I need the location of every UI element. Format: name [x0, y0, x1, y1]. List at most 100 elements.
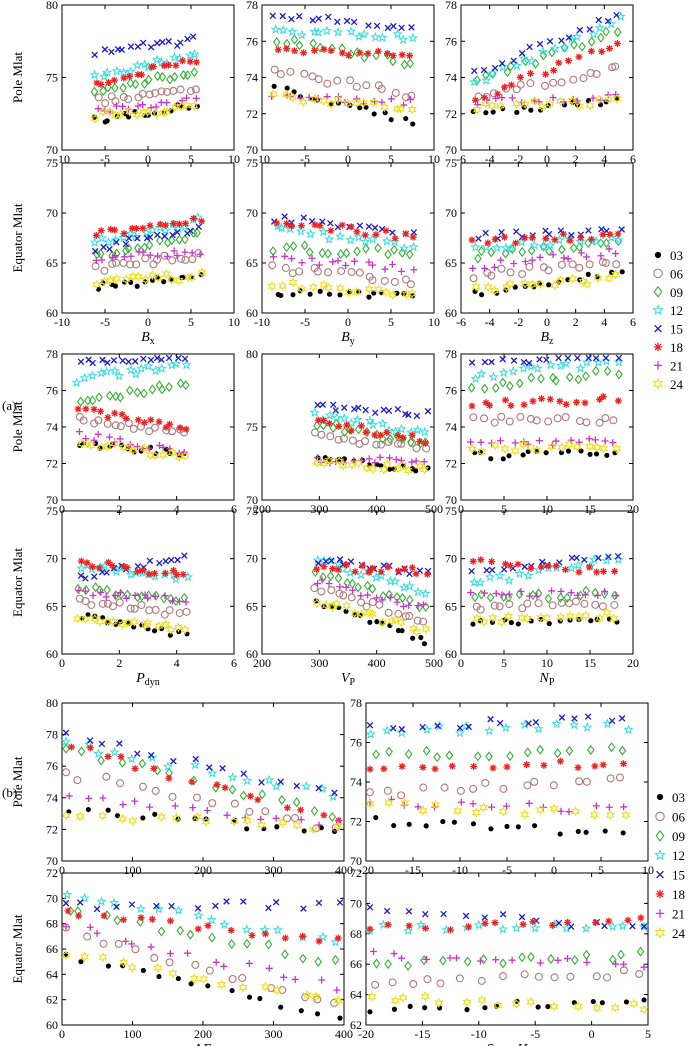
- point-hexagram-24: [488, 612, 498, 623]
- point-x-15: [565, 34, 573, 41]
- y-tick-label: 70: [350, 854, 362, 868]
- x-tick-label: 300: [310, 656, 328, 670]
- point-diamond-09: [281, 949, 289, 960]
- point-asterisk-18: [274, 46, 282, 54]
- x-tick-label: -5: [300, 315, 310, 329]
- point-plus-21: [609, 439, 617, 447]
- point-circle-06: [355, 268, 364, 277]
- point-asterisk-18: [369, 564, 377, 572]
- point-diamond-09: [123, 589, 132, 600]
- point-star-12: [389, 576, 401, 586]
- point-diamond-09: [636, 946, 645, 957]
- data-points: [309, 401, 432, 476]
- point-x-15: [481, 914, 489, 921]
- point-hexagram-24: [86, 440, 96, 451]
- point-hexagram-24: [505, 278, 515, 289]
- point-plus-21: [180, 448, 188, 456]
- point-x-15: [113, 903, 120, 911]
- point-diamond-09: [342, 248, 351, 259]
- point-circle-06: [168, 427, 177, 436]
- point-x-15: [184, 35, 191, 43]
- point-asterisk-18: [448, 762, 456, 770]
- point-x-15: [532, 718, 540, 726]
- point-plus-21: [334, 257, 342, 265]
- point-dot-03: [578, 448, 584, 454]
- point-hexagram-24: [396, 103, 406, 115]
- point-x-15: [365, 22, 372, 29]
- point-x-15: [613, 11, 620, 19]
- point-x-15: [573, 554, 580, 562]
- point-hexagram-24: [595, 612, 605, 624]
- point-circle-06: [372, 440, 381, 449]
- point-asterisk-18: [149, 63, 157, 71]
- point-x-15: [525, 359, 533, 367]
- point-diamond-09: [131, 79, 140, 90]
- point-hexagram-24: [421, 623, 431, 635]
- point-plus-21: [364, 591, 372, 599]
- point-circle-06: [94, 416, 103, 425]
- point-asterisk-18: [358, 422, 365, 430]
- point-hexagram-24: [407, 288, 417, 299]
- x-tick-label: -15: [414, 1027, 430, 1041]
- point-diamond-09: [74, 583, 82, 594]
- point-diamond-09: [615, 369, 623, 380]
- point-plus-21: [93, 929, 101, 937]
- point-hexagram-24: [181, 99, 191, 111]
- point-diamond-09: [176, 925, 185, 936]
- point-dot-03: [363, 104, 369, 110]
- x-tick-label: -6: [456, 152, 466, 166]
- point-x-15: [499, 355, 507, 363]
- point-x-15: [293, 782, 301, 790]
- point-star-12: [375, 570, 387, 581]
- point-star-12: [419, 426, 430, 437]
- point-asterisk-18: [599, 231, 607, 239]
- point-star-12: [242, 775, 253, 786]
- point-plus-21: [75, 586, 83, 594]
- x-tick-label: 2: [573, 315, 579, 329]
- point-plus-21: [535, 98, 543, 106]
- point-circle-06: [499, 784, 508, 793]
- point-diamond-09: [167, 235, 176, 246]
- point-hexagram-24: [472, 613, 482, 624]
- point-circle-06: [397, 791, 406, 800]
- point-star-12: [328, 791, 339, 802]
- point-star-12: [295, 225, 307, 236]
- point-plus-21: [196, 250, 204, 258]
- point-diamond-09: [477, 589, 486, 600]
- point-circle-06: [270, 65, 279, 74]
- point-plus-21: [365, 258, 373, 266]
- point-asterisk-18: [620, 760, 627, 768]
- point-circle-06: [141, 254, 150, 263]
- point-diamond-09: [95, 392, 103, 403]
- point-diamond-09: [565, 372, 574, 383]
- point-plus-21: [189, 804, 197, 812]
- legend-label-03: 03: [672, 790, 685, 805]
- point-plus-21: [288, 255, 296, 263]
- point-hexagram-24: [128, 445, 138, 456]
- point-plus-21: [517, 588, 525, 595]
- y-tick-label: 70: [445, 493, 457, 507]
- point-diamond-09: [537, 373, 545, 384]
- point-dot-03: [336, 456, 342, 462]
- point-asterisk-18: [188, 778, 196, 786]
- point-circle-06: [591, 600, 600, 609]
- point-circle-06: [188, 255, 197, 264]
- point-star-12: [503, 575, 515, 585]
- point-asterisk-18: [90, 405, 98, 413]
- point-asterisk-18: [297, 222, 305, 230]
- point-dot-03: [515, 621, 521, 627]
- y-tick-label: 78: [246, 0, 258, 12]
- point-x-15: [521, 563, 528, 570]
- point-star-12: [381, 725, 393, 735]
- point-circle-06: [608, 63, 617, 72]
- y-tick-label: 78: [445, 347, 457, 361]
- point-x-15: [134, 43, 142, 50]
- point-star-12: [93, 748, 104, 759]
- point-circle-06: [402, 93, 411, 102]
- point-star-12: [125, 364, 137, 375]
- point-asterisk-18: [605, 917, 613, 925]
- x-axis-label: VP: [341, 671, 356, 688]
- point-circle-06: [151, 605, 160, 614]
